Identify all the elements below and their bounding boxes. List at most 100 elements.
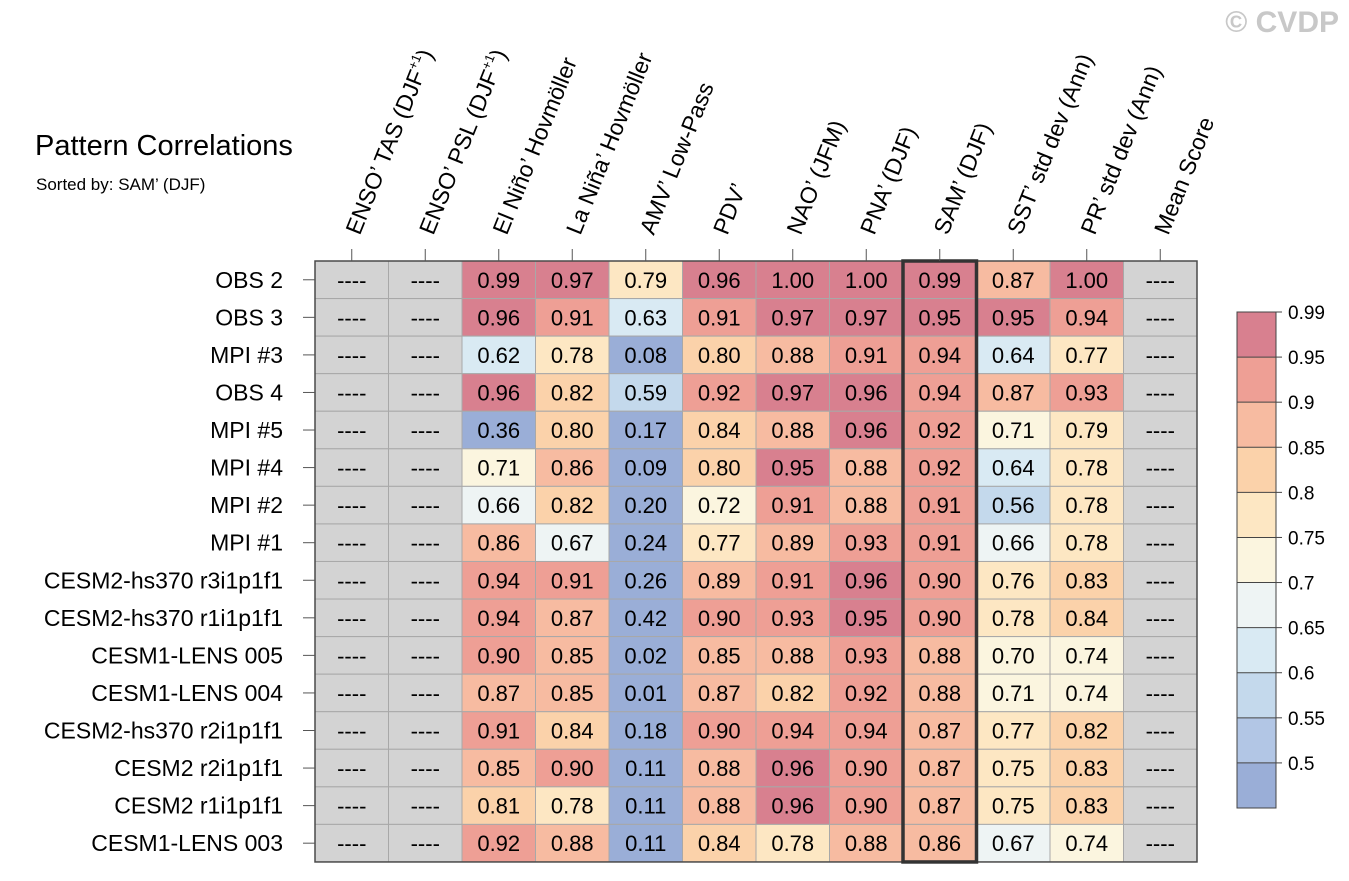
heatmap-cell — [608, 485, 683, 525]
column-label: PR’ std dev (Ann) — [1075, 62, 1166, 238]
heatmap-cell — [535, 335, 610, 375]
colorbar-swatch — [1237, 312, 1276, 358]
colorbar-swatch — [1237, 717, 1276, 763]
cell-value-label: 0.85 — [477, 756, 520, 781]
heatmap-cell — [902, 298, 977, 337]
cell-value-label: 0.92 — [918, 418, 961, 443]
cell-value-label: 0.96 — [845, 418, 888, 443]
cell-value-label: ---- — [337, 606, 366, 631]
cell-value-label: 1.00 — [1065, 268, 1108, 293]
cell-value-label: 0.88 — [918, 643, 961, 668]
cell-value-label: 0.88 — [698, 756, 741, 781]
heatmap-cell — [976, 748, 1051, 788]
cell-value-label: 0.99 — [918, 268, 961, 293]
cell-value-label: 0.96 — [845, 568, 888, 593]
cell-value-label: 0.87 — [551, 606, 594, 631]
heatmap-cell — [1123, 335, 1198, 375]
heatmap-cell — [1049, 786, 1124, 825]
cell-value-label: 0.94 — [771, 719, 814, 744]
cell-value-label: ---- — [411, 418, 440, 443]
cell-value-label: ---- — [411, 493, 440, 518]
heatmap-cell — [755, 711, 830, 750]
cell-value-label: 0.70 — [992, 643, 1035, 668]
heatmap-cell — [829, 448, 904, 487]
cell-value-label: 0.88 — [845, 456, 888, 481]
heatmap-cell — [388, 636, 463, 675]
colorbar-tick-label: 0.8 — [1288, 483, 1314, 504]
heatmap-cell — [314, 748, 389, 788]
cell-value-label: 0.85 — [551, 681, 594, 706]
cell-value-label: ---- — [337, 456, 366, 481]
cell-value-label: ---- — [1146, 268, 1175, 293]
heatmap-cell — [1049, 560, 1124, 600]
cell-value-label: 0.80 — [698, 456, 741, 481]
column-label: NAO’ (JFM) — [781, 116, 850, 237]
heatmap-cell — [461, 711, 536, 750]
cell-value-label: ---- — [1146, 719, 1175, 744]
cell-value-label: 0.36 — [477, 418, 520, 443]
cell-value-label: 0.76 — [992, 568, 1035, 593]
heatmap-cell — [902, 711, 977, 750]
cell-value-label: 0.92 — [918, 456, 961, 481]
cell-value-label: 0.91 — [551, 305, 594, 330]
cell-value-label: 0.82 — [551, 380, 594, 405]
column-label: PNA’ (DJF) — [855, 123, 922, 238]
cell-value-label: ---- — [1146, 568, 1175, 593]
heatmap-cell — [682, 711, 757, 750]
heatmap-cell — [314, 711, 389, 750]
cell-value-label: 0.64 — [992, 343, 1035, 368]
cell-value-label: ---- — [1146, 456, 1175, 481]
cell-value-label: 0.84 — [551, 719, 594, 744]
cell-value-label: 0.75 — [992, 756, 1035, 781]
cell-value-label: 0.84 — [698, 831, 741, 856]
heatmap-cell — [388, 260, 463, 300]
colorbar-tick-label: 0.95 — [1288, 348, 1325, 369]
heatmap-cell — [829, 260, 904, 300]
cell-value-label: 0.89 — [698, 568, 741, 593]
cell-value-label: 0.91 — [551, 568, 594, 593]
colorbar-tick-label: 0.55 — [1288, 709, 1325, 730]
cell-value-label: 0.88 — [771, 343, 814, 368]
cell-value-label: ---- — [337, 493, 366, 518]
colorbar-swatch — [1237, 492, 1276, 538]
heatmap-cell — [976, 448, 1051, 487]
heatmap-cell — [829, 786, 904, 825]
cell-value-label: 0.88 — [845, 493, 888, 518]
cell-value-label: ---- — [411, 831, 440, 856]
cell-value-label: 0.18 — [624, 719, 667, 744]
cell-value-label: 0.91 — [771, 493, 814, 518]
cell-value-label: 0.93 — [845, 531, 888, 556]
row-label: CESM2-hs370 r3i1p1f1 — [44, 567, 283, 593]
heatmap-cell — [608, 410, 683, 450]
cell-value-label: ---- — [1146, 681, 1175, 706]
cell-value-label: ---- — [411, 643, 440, 668]
cell-value-label: 0.93 — [845, 643, 888, 668]
cell-value-label: ---- — [411, 305, 440, 330]
heatmap-cell — [314, 335, 389, 375]
heatmap-cell — [1123, 560, 1198, 600]
row-label: CESM1-LENS 003 — [91, 830, 283, 856]
cell-value-label: ---- — [411, 606, 440, 631]
cell-value-label: 0.08 — [624, 343, 667, 368]
cell-value-label: ---- — [337, 305, 366, 330]
heatmap-cell — [829, 673, 904, 713]
heatmap-cell — [1123, 673, 1198, 713]
colorbar-tick-label: 0.85 — [1288, 438, 1325, 459]
cell-value-label: 0.71 — [992, 418, 1035, 443]
cell-value-label: 0.80 — [551, 418, 594, 443]
cell-value-label: 0.86 — [551, 456, 594, 481]
heatmap-cell — [314, 373, 389, 412]
cell-value-label: 0.86 — [477, 531, 520, 556]
heatmap-cell — [1049, 711, 1124, 750]
heatmap-cell — [388, 485, 463, 525]
cell-value-label: 0.88 — [771, 643, 814, 668]
cell-value-label: 0.78 — [1065, 456, 1108, 481]
cell-value-label: 0.89 — [771, 531, 814, 556]
heatmap-cell — [976, 335, 1051, 375]
cell-value-label: 0.78 — [1065, 531, 1108, 556]
cell-value-label: ---- — [1146, 493, 1175, 518]
cell-value-label: 0.82 — [771, 681, 814, 706]
heatmap-cell — [682, 560, 757, 600]
cell-value-label: 0.87 — [992, 268, 1035, 293]
heatmap-cell — [608, 448, 683, 487]
